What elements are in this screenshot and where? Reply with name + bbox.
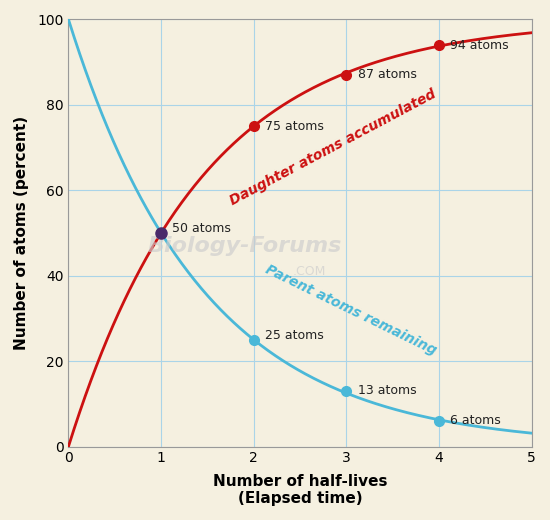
Text: 25 atoms: 25 atoms — [265, 329, 323, 342]
Text: .COM: .COM — [293, 265, 326, 278]
X-axis label: Number of half-lives
(Elapsed time): Number of half-lives (Elapsed time) — [213, 474, 387, 506]
Text: 50 atoms: 50 atoms — [172, 222, 231, 235]
Text: 6 atoms: 6 atoms — [450, 414, 501, 427]
Text: 94 atoms: 94 atoms — [450, 38, 509, 51]
Text: Biology-Forums: Biology-Forums — [147, 236, 342, 256]
Text: 75 atoms: 75 atoms — [265, 120, 324, 133]
Text: 13 atoms: 13 atoms — [358, 384, 416, 397]
Y-axis label: Number of atoms (percent): Number of atoms (percent) — [14, 116, 29, 350]
Text: 87 atoms: 87 atoms — [358, 69, 416, 82]
Text: Daughter atoms accumulated: Daughter atoms accumulated — [228, 87, 439, 208]
Text: Parent atoms remaining: Parent atoms remaining — [263, 262, 439, 357]
